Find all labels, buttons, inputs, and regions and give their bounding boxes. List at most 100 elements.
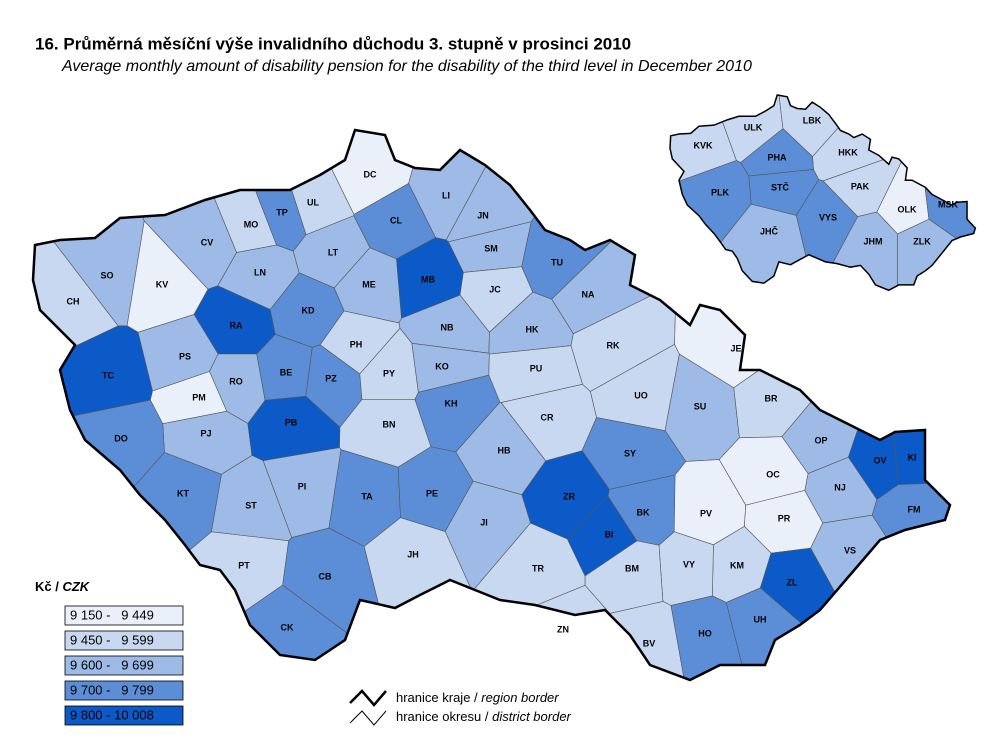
district-label: NA (582, 289, 595, 299)
district-label: PV (700, 508, 712, 518)
district-label: KO (435, 361, 449, 371)
district-label: JH (407, 549, 419, 559)
district-border-label: hranice okresu / district border (396, 709, 572, 724)
district-label: PU (530, 363, 543, 373)
district-border-symbol (350, 711, 386, 725)
district-label: PI (298, 481, 307, 491)
legend-title: Kč / CZK (35, 579, 91, 594)
district-label: RO (229, 376, 243, 386)
district-label: RK (607, 340, 620, 350)
legend-title-cz: Kč (35, 579, 52, 594)
district-label: PS (179, 351, 191, 361)
district-label: PM (192, 392, 206, 402)
region (768, 0, 952, 157)
district-label: BE (280, 367, 293, 377)
district-label: TP (276, 207, 288, 217)
district-label: BK (637, 507, 650, 517)
district-label: CK (281, 622, 294, 632)
legend-sep: / (52, 579, 63, 594)
sep: / (470, 690, 481, 705)
region-label: PHA (767, 152, 787, 162)
district-label: ZN (557, 624, 569, 634)
district-border-en: district border (492, 709, 571, 724)
district-label: UO (634, 390, 648, 400)
district-label: TU (551, 257, 563, 267)
district-label: KM (730, 560, 744, 570)
district-label: PZ (325, 373, 337, 383)
district-label: PY (383, 368, 395, 378)
district-label: JC (489, 284, 501, 294)
district-label: TR (532, 563, 544, 573)
district-label: SM (484, 243, 498, 253)
legend-label: 9 600 - 9 699 (70, 657, 154, 672)
district-label: VS (844, 545, 856, 555)
district-label: CV (201, 237, 214, 247)
district-label: NB (441, 322, 454, 332)
district-label: SY (624, 448, 636, 458)
legend-label: 9 800 - 10 008 (70, 707, 154, 722)
region-label: PLK (711, 187, 730, 197)
district-label: KH (445, 398, 458, 408)
district-label: ST (245, 500, 257, 510)
district-label: HK (526, 324, 539, 334)
district-label: PE (426, 488, 438, 498)
region-label: MSK (938, 199, 959, 209)
district-label: PH (350, 339, 363, 349)
legend-title-en: CZK (62, 579, 90, 594)
district-label: KD (302, 305, 315, 315)
region-label: PAK (851, 181, 870, 191)
district-label: BI (605, 529, 614, 539)
district-label: TA (361, 491, 373, 501)
district-label: DC (364, 169, 377, 179)
district (872, 481, 1000, 715)
district-label: KV (156, 279, 169, 289)
district-label: OV (873, 455, 886, 465)
district-label: ZR (563, 491, 575, 501)
district-label: FM (908, 504, 921, 514)
district-label: BR (765, 393, 778, 403)
district-label: JI (480, 517, 488, 527)
district-label: OP (814, 435, 827, 445)
district-label: PR (778, 513, 791, 523)
region-label: ULK (744, 122, 763, 132)
district (811, 515, 1000, 740)
region-label: JHČ (760, 225, 779, 236)
region-label: STČ (771, 181, 790, 192)
district-label: UL (307, 197, 319, 207)
region-label: VYS (819, 212, 837, 222)
district-label: SO (100, 270, 113, 280)
district-label: CR (541, 412, 554, 422)
district-label: RA (230, 320, 243, 330)
district-label: MO (244, 219, 259, 229)
legend-label: 9 450 - 9 599 (70, 632, 154, 647)
district-label: VY (683, 559, 695, 569)
district-label: ZL (787, 577, 798, 587)
district-label: TC (102, 370, 114, 380)
district-label: DO (114, 433, 128, 443)
district-label: SU (694, 401, 707, 411)
subtitle: Average monthly amount of disability pen… (61, 58, 752, 75)
district-label: OC (766, 469, 780, 479)
region-label: ZLK (913, 236, 931, 246)
region-border-en: region border (481, 690, 559, 705)
district-label: PT (238, 560, 250, 570)
title: 16. Průměrná měsíční výše invalidního dů… (35, 34, 631, 53)
district-label: NJ (834, 482, 846, 492)
district-label: LT (328, 247, 339, 257)
region-label: KVK (693, 140, 713, 150)
district-label: KI (908, 452, 917, 462)
district-label: PB (285, 417, 298, 427)
district-label: HO (698, 628, 712, 638)
district-label: BN (383, 419, 396, 429)
district-label: PJ (200, 428, 211, 438)
district-label: CL (390, 215, 402, 225)
district-label: MB (421, 274, 435, 284)
region-border-symbol (350, 691, 386, 705)
region-label: JHM (863, 236, 882, 246)
region-label: HKK (838, 147, 858, 157)
district-label: CH (67, 296, 80, 306)
district-label: LN (254, 267, 266, 277)
